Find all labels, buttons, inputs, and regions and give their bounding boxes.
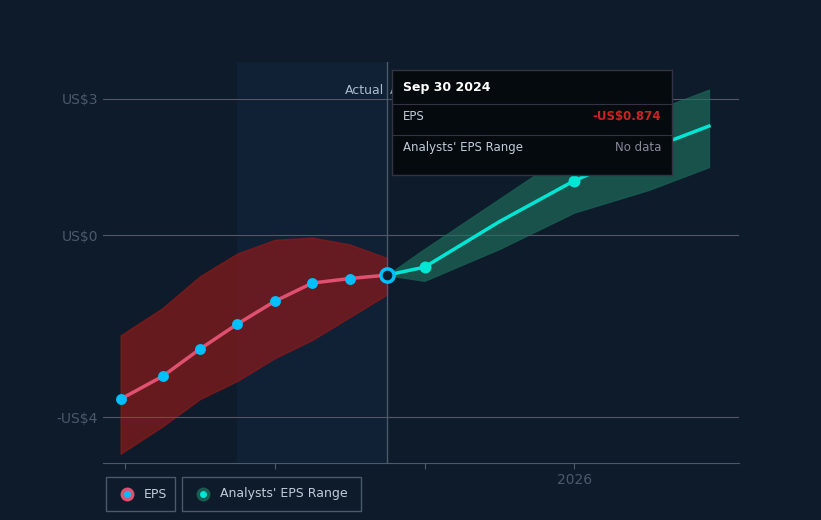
Text: Sep 30 2024: Sep 30 2024 [403,81,491,94]
Point [268,297,282,305]
Point [567,176,580,185]
Bar [237,62,387,463]
Text: Analysts' EPS Range: Analysts' EPS Range [403,141,523,154]
Point [380,271,393,279]
Point [194,345,207,353]
Point [114,395,127,404]
FancyBboxPatch shape [106,477,175,511]
Point [305,279,319,287]
FancyBboxPatch shape [182,477,361,511]
Text: Actual: Actual [345,84,384,97]
Text: No data: No data [614,141,661,154]
Text: -US$0.874: -US$0.874 [593,110,661,123]
Text: EPS: EPS [403,110,425,123]
Point [343,275,356,283]
Text: Analysts Forecasts: Analysts Forecasts [390,84,507,97]
Point [418,263,431,271]
Point [231,320,244,328]
Text: Analysts' EPS Range: Analysts' EPS Range [220,488,347,500]
Point [156,372,169,381]
Text: EPS: EPS [144,488,167,500]
